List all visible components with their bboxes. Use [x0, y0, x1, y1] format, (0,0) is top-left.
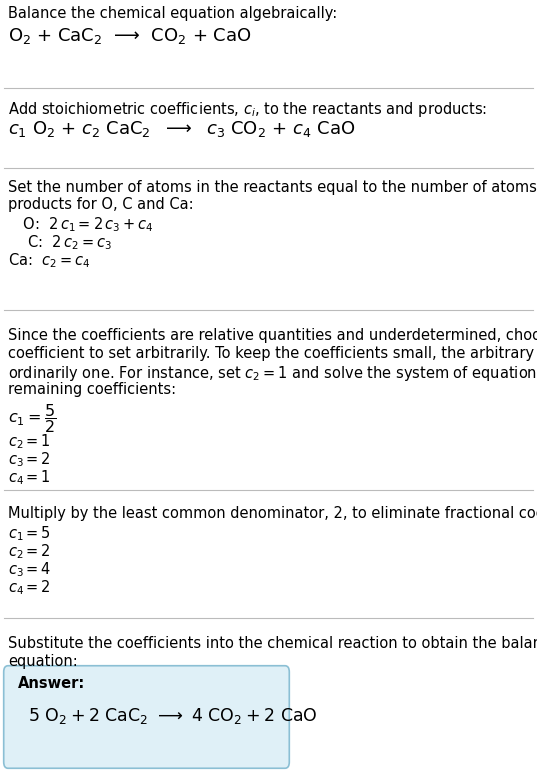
- Text: remaining coefficients:: remaining coefficients:: [8, 382, 176, 397]
- Text: O:  $2\,c_1 = 2\,c_3 + c_4$: O: $2\,c_1 = 2\,c_3 + c_4$: [18, 215, 154, 234]
- Text: Balance the chemical equation algebraically:: Balance the chemical equation algebraica…: [8, 6, 337, 21]
- Text: coefficient to set arbitrarily. To keep the coefficients small, the arbitrary va: coefficient to set arbitrarily. To keep …: [8, 346, 537, 361]
- Text: $c_1$ $\mathregular{O_2}$ + $c_2$ $\mathregular{CaC_2}$  $\longrightarrow$  $c_3: $c_1$ $\mathregular{O_2}$ + $c_2$ $\math…: [8, 119, 355, 139]
- Text: $c_2 = 1$: $c_2 = 1$: [8, 432, 51, 451]
- Text: $c_1 = \dfrac{5}{2}$: $c_1 = \dfrac{5}{2}$: [8, 402, 56, 435]
- Text: C:  $2\,c_2 = c_3$: C: $2\,c_2 = c_3$: [18, 233, 112, 252]
- Text: Multiply by the least common denominator, 2, to eliminate fractional coefficient: Multiply by the least common denominator…: [8, 506, 537, 521]
- Text: Ca:  $c_2 = c_4$: Ca: $c_2 = c_4$: [8, 251, 90, 270]
- Text: $\mathregular{O_2}$ + $\mathregular{CaC_2}$  ⟶  $\mathregular{CO_2}$ + CaO: $\mathregular{O_2}$ + $\mathregular{CaC_…: [8, 26, 252, 46]
- Text: products for O, C and Ca:: products for O, C and Ca:: [8, 197, 194, 212]
- Text: ordinarily one. For instance, set $c_2 = 1$ and solve the system of equations fo: ordinarily one. For instance, set $c_2 =…: [8, 364, 537, 383]
- Text: equation:: equation:: [8, 654, 78, 669]
- Text: $c_3 = 2$: $c_3 = 2$: [8, 450, 51, 469]
- Text: Set the number of atoms in the reactants equal to the number of atoms in the: Set the number of atoms in the reactants…: [8, 180, 537, 195]
- Text: Answer:: Answer:: [18, 676, 85, 691]
- Text: $5\ \mathregular{O_2} + 2\ \mathregular{CaC_2}\ \longrightarrow\ 4\ \mathregular: $5\ \mathregular{O_2} + 2\ \mathregular{…: [28, 706, 317, 726]
- FancyBboxPatch shape: [4, 666, 289, 768]
- Text: Add stoichiometric coefficients, $\mathit{c}_i$, to the reactants and products:: Add stoichiometric coefficients, $\mathi…: [8, 100, 487, 119]
- Text: $c_1 = 5$: $c_1 = 5$: [8, 524, 51, 543]
- Text: Substitute the coefficients into the chemical reaction to obtain the balanced: Substitute the coefficients into the che…: [8, 636, 537, 651]
- Text: Since the coefficients are relative quantities and underdetermined, choose a: Since the coefficients are relative quan…: [8, 328, 537, 343]
- Text: $c_2 = 2$: $c_2 = 2$: [8, 542, 51, 561]
- Text: $c_4 = 1$: $c_4 = 1$: [8, 468, 51, 487]
- Text: $c_4 = 2$: $c_4 = 2$: [8, 578, 51, 597]
- Text: $c_3 = 4$: $c_3 = 4$: [8, 560, 52, 579]
